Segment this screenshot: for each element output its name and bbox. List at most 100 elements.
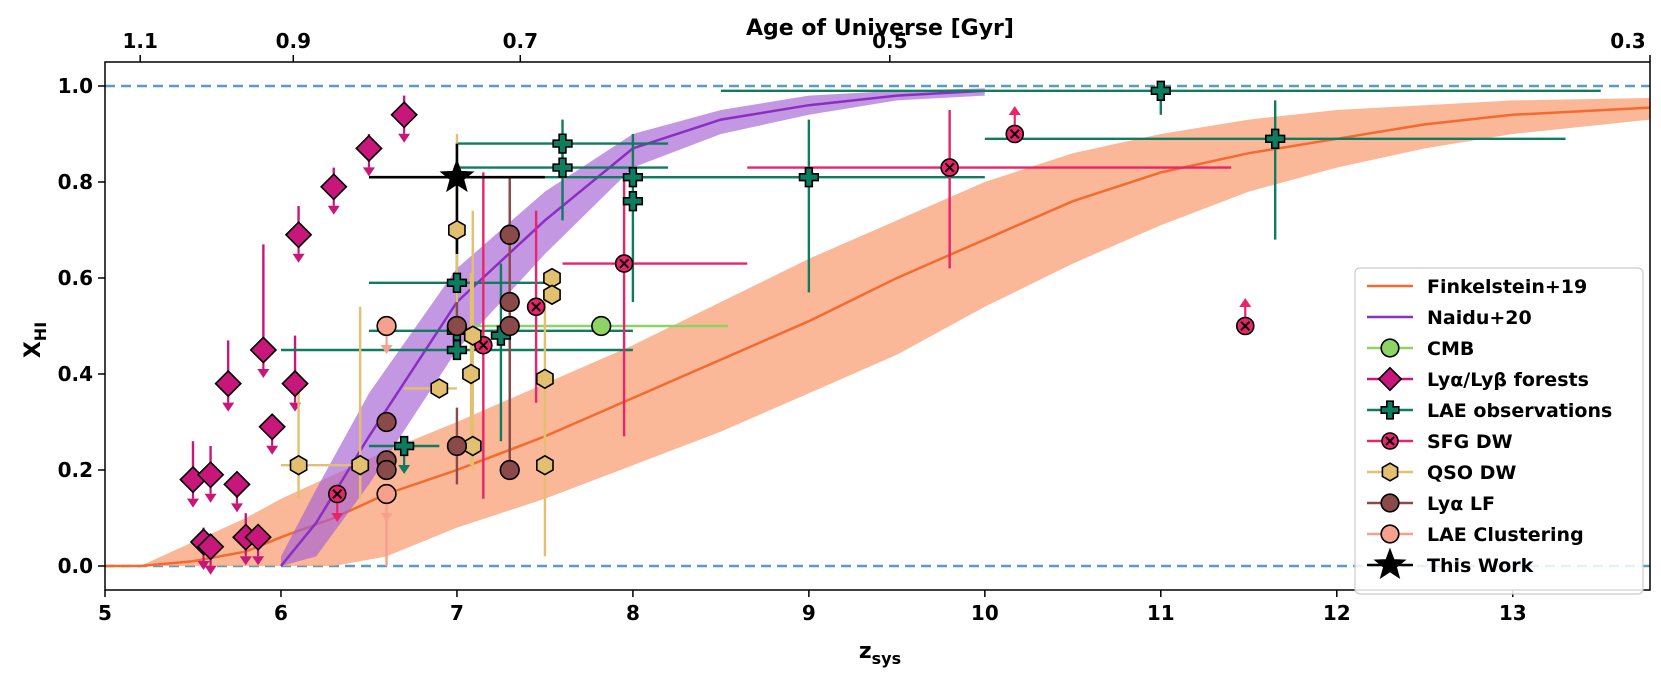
lae-marker-0-shape <box>393 435 415 457</box>
x-tick-label-6: 11 <box>1147 601 1175 625</box>
lae-marker-6 <box>552 157 573 178</box>
sfg-marker-0 <box>327 484 347 504</box>
forest-point-9-upper-limit-arrow-head <box>266 445 279 455</box>
qso-marker-5 <box>463 435 482 457</box>
y-axis-title: XHI <box>21 322 50 358</box>
legend-entry-clustering: LAE Clustering <box>1367 524 1584 546</box>
lae-marker-8-shape <box>622 191 644 212</box>
legend-marker-cmb-shape <box>1380 338 1400 358</box>
sfg-marker-3 <box>614 254 634 273</box>
sfg-point-6-lower-limit-arrow-head <box>1239 298 1252 307</box>
legend-label-thiswork: This Work <box>1427 555 1534 577</box>
sfg-marker-5-cross <box>1009 129 1020 139</box>
legend-marker-lf-shape <box>1380 493 1400 513</box>
legend-marker-qso <box>1381 462 1399 482</box>
lf-marker-6-shape <box>499 291 520 313</box>
qso-marker-4 <box>462 363 480 385</box>
naidu-line <box>280 89 985 567</box>
lae-marker-5 <box>552 133 573 154</box>
legend-marker-clustering-shape <box>1380 524 1400 544</box>
top-tick-label-2: 0.7 <box>503 29 538 53</box>
legend-label-cmb: CMB <box>1427 338 1474 360</box>
qso-marker-1-shape <box>351 454 370 476</box>
legend-marker-lf <box>1380 493 1400 513</box>
legend-label-lf: Lyα LF <box>1427 493 1495 515</box>
lf-marker-2-shape <box>376 459 397 481</box>
y-tick-label-1: 0.2 <box>58 458 93 482</box>
forest-marker-13 <box>355 134 383 163</box>
legend-marker-clustering <box>1380 524 1400 544</box>
forest-marker-8-shape <box>249 336 278 364</box>
lae-marker-6-shape <box>552 157 573 178</box>
x-tick-label-0: 5 <box>98 601 112 625</box>
sfg-point-0-upper-limit-arrow-head <box>331 513 344 522</box>
forest-point-14-upper-limit-arrow-head <box>398 133 411 143</box>
lae-marker-10-shape <box>1150 80 1171 101</box>
legend: Finkelstein+19 Naidu+20 CMB Lyα/Lyβ forests… <box>1354 267 1644 595</box>
forest-point-4-upper-limit-arrow-head <box>222 402 235 412</box>
x-tick-label-2: 7 <box>450 601 464 625</box>
finkelstein-band <box>105 98 1650 566</box>
x-tick-label-1: 6 <box>274 601 288 625</box>
forest-marker-10-shape <box>281 369 309 398</box>
forest-point-8-upper-limit-arrow-head <box>257 369 270 378</box>
lae-marker-11-shape <box>1265 128 1286 149</box>
forest-point-3-upper-limit-arrow-head <box>204 493 217 503</box>
lae-marker-0 <box>393 435 415 457</box>
lf-marker-2 <box>376 459 397 481</box>
clustering-marker-1-shape <box>376 483 397 505</box>
lae-marker-1-shape <box>446 272 468 293</box>
clustering-marker-0-shape <box>376 315 397 337</box>
y-tick-label-5: 1.0 <box>58 74 93 98</box>
lae-point-0-upper-limit-arrow-head <box>398 465 411 474</box>
top-tick-label-1: 0.9 <box>276 29 311 53</box>
clustering-point-0-upper-limit-arrow-head <box>380 345 393 354</box>
qso-marker-2 <box>430 378 449 399</box>
qso-marker-2-shape <box>430 378 449 399</box>
y-axis-title-sub: HI <box>31 322 50 341</box>
forest-marker-14-shape <box>390 101 418 129</box>
sfg-marker-6-cross <box>1240 321 1251 331</box>
y-tick-label-4: 0.8 <box>58 170 93 194</box>
lf-marker-5 <box>499 224 520 245</box>
forest-point-6-upper-limit-arrow-head <box>239 556 252 566</box>
sfg-marker-5 <box>1005 124 1025 144</box>
legend-marker-qso-shape <box>1381 462 1399 482</box>
x-tick-label-7: 12 <box>1323 601 1351 625</box>
forest-marker-13-shape <box>355 134 383 163</box>
legend-marker-sfg <box>1381 432 1399 450</box>
lae-marker-7-shape <box>622 167 644 188</box>
forest-point-7-upper-limit-arrow-head <box>252 556 265 566</box>
legend-marker-cmb <box>1380 338 1400 358</box>
qso-marker-3 <box>447 219 466 241</box>
lae-marker-11 <box>1265 128 1286 149</box>
clustering-marker-1 <box>376 483 397 505</box>
legend-label-lae: LAE observations <box>1427 400 1612 422</box>
legend-label-forest: Lyα/Lyβ forests <box>1427 369 1589 391</box>
legend-entry-cmb: CMB <box>1367 338 1474 360</box>
sfg-marker-4-cross <box>944 162 955 173</box>
legend-entry-naidu: Naidu+20 <box>1367 307 1532 329</box>
y-axis-title-main: X <box>21 341 46 358</box>
qso-marker-1 <box>351 454 370 476</box>
forest-marker-7 <box>244 523 272 551</box>
sfg-marker-4 <box>940 158 959 177</box>
forest-marker-12 <box>320 173 348 201</box>
forest-marker-5-shape <box>223 470 251 499</box>
forest-marker-2-shape <box>196 533 225 561</box>
thiswork-marker-0-shape <box>439 158 475 193</box>
legend-marker-forest <box>1377 366 1403 392</box>
legend-entry-finkelstein: Finkelstein+19 <box>1367 276 1587 298</box>
lae-marker-7 <box>622 167 644 188</box>
lae-marker-5-shape <box>552 133 573 154</box>
legend-entry-lae: LAE observations <box>1367 400 1612 422</box>
y-tick-label-3: 0.6 <box>58 266 93 290</box>
lf-marker-3 <box>446 315 468 337</box>
forest-marker-10 <box>281 369 309 398</box>
lae-marker-9-shape <box>798 167 820 188</box>
top-tick-label-0: 1.1 <box>122 29 157 53</box>
legend-label-qso: QSO DW <box>1427 462 1516 484</box>
clustering-point-1-upper-limit-arrow-head <box>380 513 393 522</box>
legend-label-naidu: Naidu+20 <box>1427 307 1532 329</box>
